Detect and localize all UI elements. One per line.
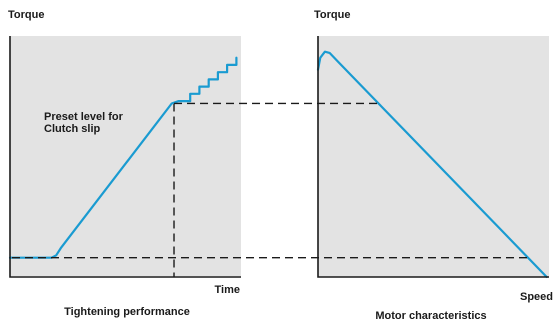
preset-level-annotation-line-1: Preset level for bbox=[44, 111, 124, 123]
motor-plot-area bbox=[318, 36, 549, 277]
cross-panel-guide-lines bbox=[12, 102, 529, 259]
motor-chart: Torque Speed Motor characteristics bbox=[314, 9, 553, 321]
tightening-x-axis-label: Time bbox=[215, 284, 240, 296]
motor-y-axis-label: Torque bbox=[314, 9, 350, 21]
motor-x-axis-label: Speed bbox=[520, 291, 553, 303]
tightening-caption: Tightening performance bbox=[64, 306, 190, 318]
motor-axes bbox=[317, 36, 549, 278]
motor-caption: Motor characteristics bbox=[375, 310, 486, 321]
preset-level-annotation-line-2: Clutch slip bbox=[44, 123, 101, 135]
tightening-axes bbox=[9, 36, 241, 278]
motor-torque-curve bbox=[316, 50, 548, 279]
tightening-torque-curve bbox=[8, 56, 238, 259]
tightening-chart: Torque Time Tightening performance Prese… bbox=[8, 9, 241, 318]
tightening-plot-area bbox=[10, 36, 241, 276]
tightening-y-axis-label: Torque bbox=[8, 9, 44, 21]
preset-level-annotation: Preset level for Clutch slip bbox=[44, 111, 126, 135]
